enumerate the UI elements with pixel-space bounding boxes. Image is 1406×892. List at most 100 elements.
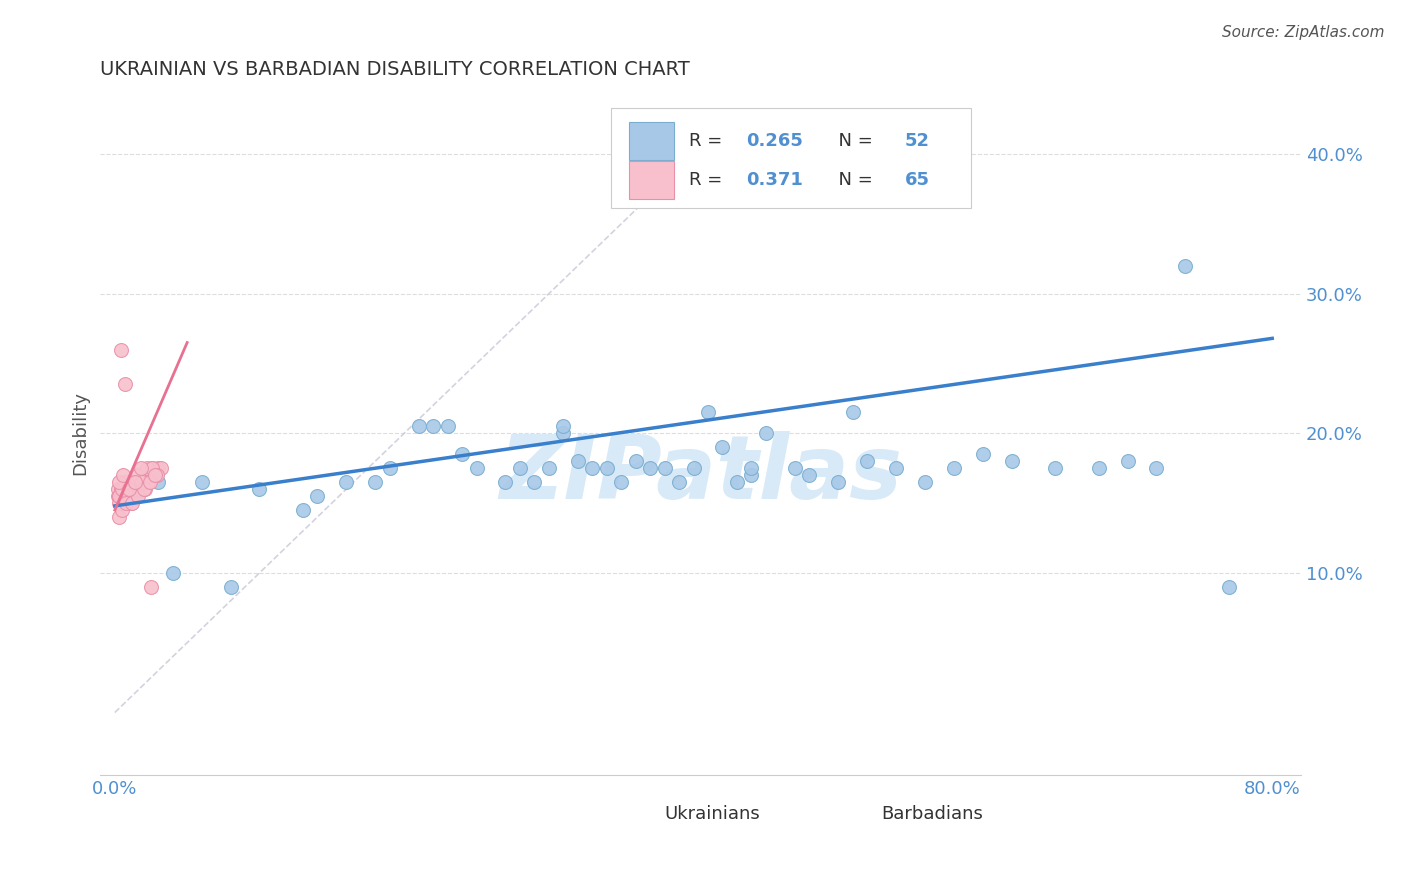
Point bbox=[148, 475, 170, 490]
Point bbox=[121, 496, 143, 510]
Point bbox=[146, 468, 169, 483]
Point bbox=[121, 482, 143, 496]
Point bbox=[567, 454, 589, 468]
Point bbox=[150, 461, 173, 475]
Point bbox=[122, 475, 145, 490]
Text: R =: R = bbox=[689, 132, 728, 150]
Point bbox=[132, 482, 155, 496]
Point bbox=[108, 489, 131, 503]
Point bbox=[291, 503, 314, 517]
Point bbox=[509, 461, 531, 475]
Text: 0.371: 0.371 bbox=[747, 171, 803, 189]
Point bbox=[190, 475, 212, 490]
FancyBboxPatch shape bbox=[821, 799, 866, 830]
Point bbox=[134, 482, 156, 496]
Point bbox=[114, 475, 136, 490]
Point bbox=[654, 461, 676, 475]
Text: UKRAINIAN VS BARBADIAN DISABILITY CORRELATION CHART: UKRAINIAN VS BARBADIAN DISABILITY CORREL… bbox=[100, 60, 690, 78]
Point bbox=[139, 580, 162, 594]
Point bbox=[135, 461, 157, 475]
Point bbox=[942, 461, 965, 475]
Point bbox=[107, 482, 129, 496]
Point bbox=[114, 377, 136, 392]
Text: N =: N = bbox=[827, 171, 879, 189]
Point bbox=[127, 482, 149, 496]
Point bbox=[827, 475, 849, 490]
Point bbox=[162, 566, 184, 580]
Point bbox=[725, 475, 748, 490]
Point bbox=[972, 447, 994, 461]
Point bbox=[118, 482, 141, 496]
Text: 0.265: 0.265 bbox=[747, 132, 803, 150]
Point bbox=[1001, 454, 1024, 468]
Point bbox=[112, 482, 135, 496]
Point bbox=[124, 489, 146, 503]
Point bbox=[108, 475, 131, 490]
Point bbox=[110, 489, 132, 503]
Point bbox=[408, 419, 430, 434]
Point bbox=[668, 475, 690, 490]
FancyBboxPatch shape bbox=[628, 161, 675, 199]
Point bbox=[682, 461, 704, 475]
FancyBboxPatch shape bbox=[605, 799, 651, 830]
Point bbox=[128, 482, 150, 496]
Point bbox=[114, 489, 136, 503]
Point bbox=[136, 475, 159, 490]
Point bbox=[537, 461, 560, 475]
Point bbox=[624, 454, 647, 468]
Point bbox=[121, 489, 143, 503]
Text: Barbadians: Barbadians bbox=[882, 805, 983, 823]
Text: 52: 52 bbox=[905, 132, 929, 150]
Point bbox=[219, 580, 242, 594]
Point bbox=[112, 489, 135, 503]
Point bbox=[118, 489, 141, 503]
Point bbox=[740, 468, 762, 483]
Point bbox=[129, 461, 152, 475]
Point bbox=[755, 426, 778, 441]
Point bbox=[117, 489, 139, 503]
Point bbox=[139, 468, 162, 483]
Point bbox=[120, 496, 142, 510]
Point bbox=[110, 343, 132, 357]
Point bbox=[112, 468, 135, 483]
Point bbox=[111, 482, 134, 496]
Point bbox=[111, 503, 134, 517]
Point bbox=[111, 489, 134, 503]
Point bbox=[364, 475, 387, 490]
Point bbox=[125, 475, 148, 490]
Point bbox=[610, 475, 633, 490]
Point bbox=[451, 447, 474, 461]
Point bbox=[553, 419, 575, 434]
Point bbox=[711, 440, 734, 454]
Point bbox=[148, 461, 170, 475]
FancyBboxPatch shape bbox=[628, 122, 675, 160]
Point bbox=[108, 489, 131, 503]
Point bbox=[523, 475, 546, 490]
Point bbox=[799, 468, 821, 483]
Point bbox=[118, 482, 141, 496]
Point bbox=[122, 489, 145, 503]
Point bbox=[378, 461, 401, 475]
Point bbox=[141, 461, 163, 475]
Y-axis label: Disability: Disability bbox=[72, 392, 89, 475]
Text: Source: ZipAtlas.com: Source: ZipAtlas.com bbox=[1222, 25, 1385, 40]
Point bbox=[135, 475, 157, 490]
Text: Ukrainians: Ukrainians bbox=[665, 805, 761, 823]
Text: R =: R = bbox=[689, 171, 728, 189]
Point bbox=[596, 461, 619, 475]
Point bbox=[884, 461, 907, 475]
Point bbox=[125, 489, 148, 503]
Point bbox=[1174, 259, 1197, 273]
Point bbox=[115, 496, 138, 510]
Point bbox=[465, 461, 488, 475]
Point bbox=[143, 468, 166, 483]
Point bbox=[1218, 580, 1240, 594]
Point bbox=[143, 468, 166, 483]
Point bbox=[307, 489, 329, 503]
Point bbox=[1087, 461, 1109, 475]
Point bbox=[856, 454, 879, 468]
Point bbox=[841, 405, 863, 419]
Point bbox=[553, 426, 575, 441]
Point bbox=[740, 461, 762, 475]
Point bbox=[107, 489, 129, 503]
